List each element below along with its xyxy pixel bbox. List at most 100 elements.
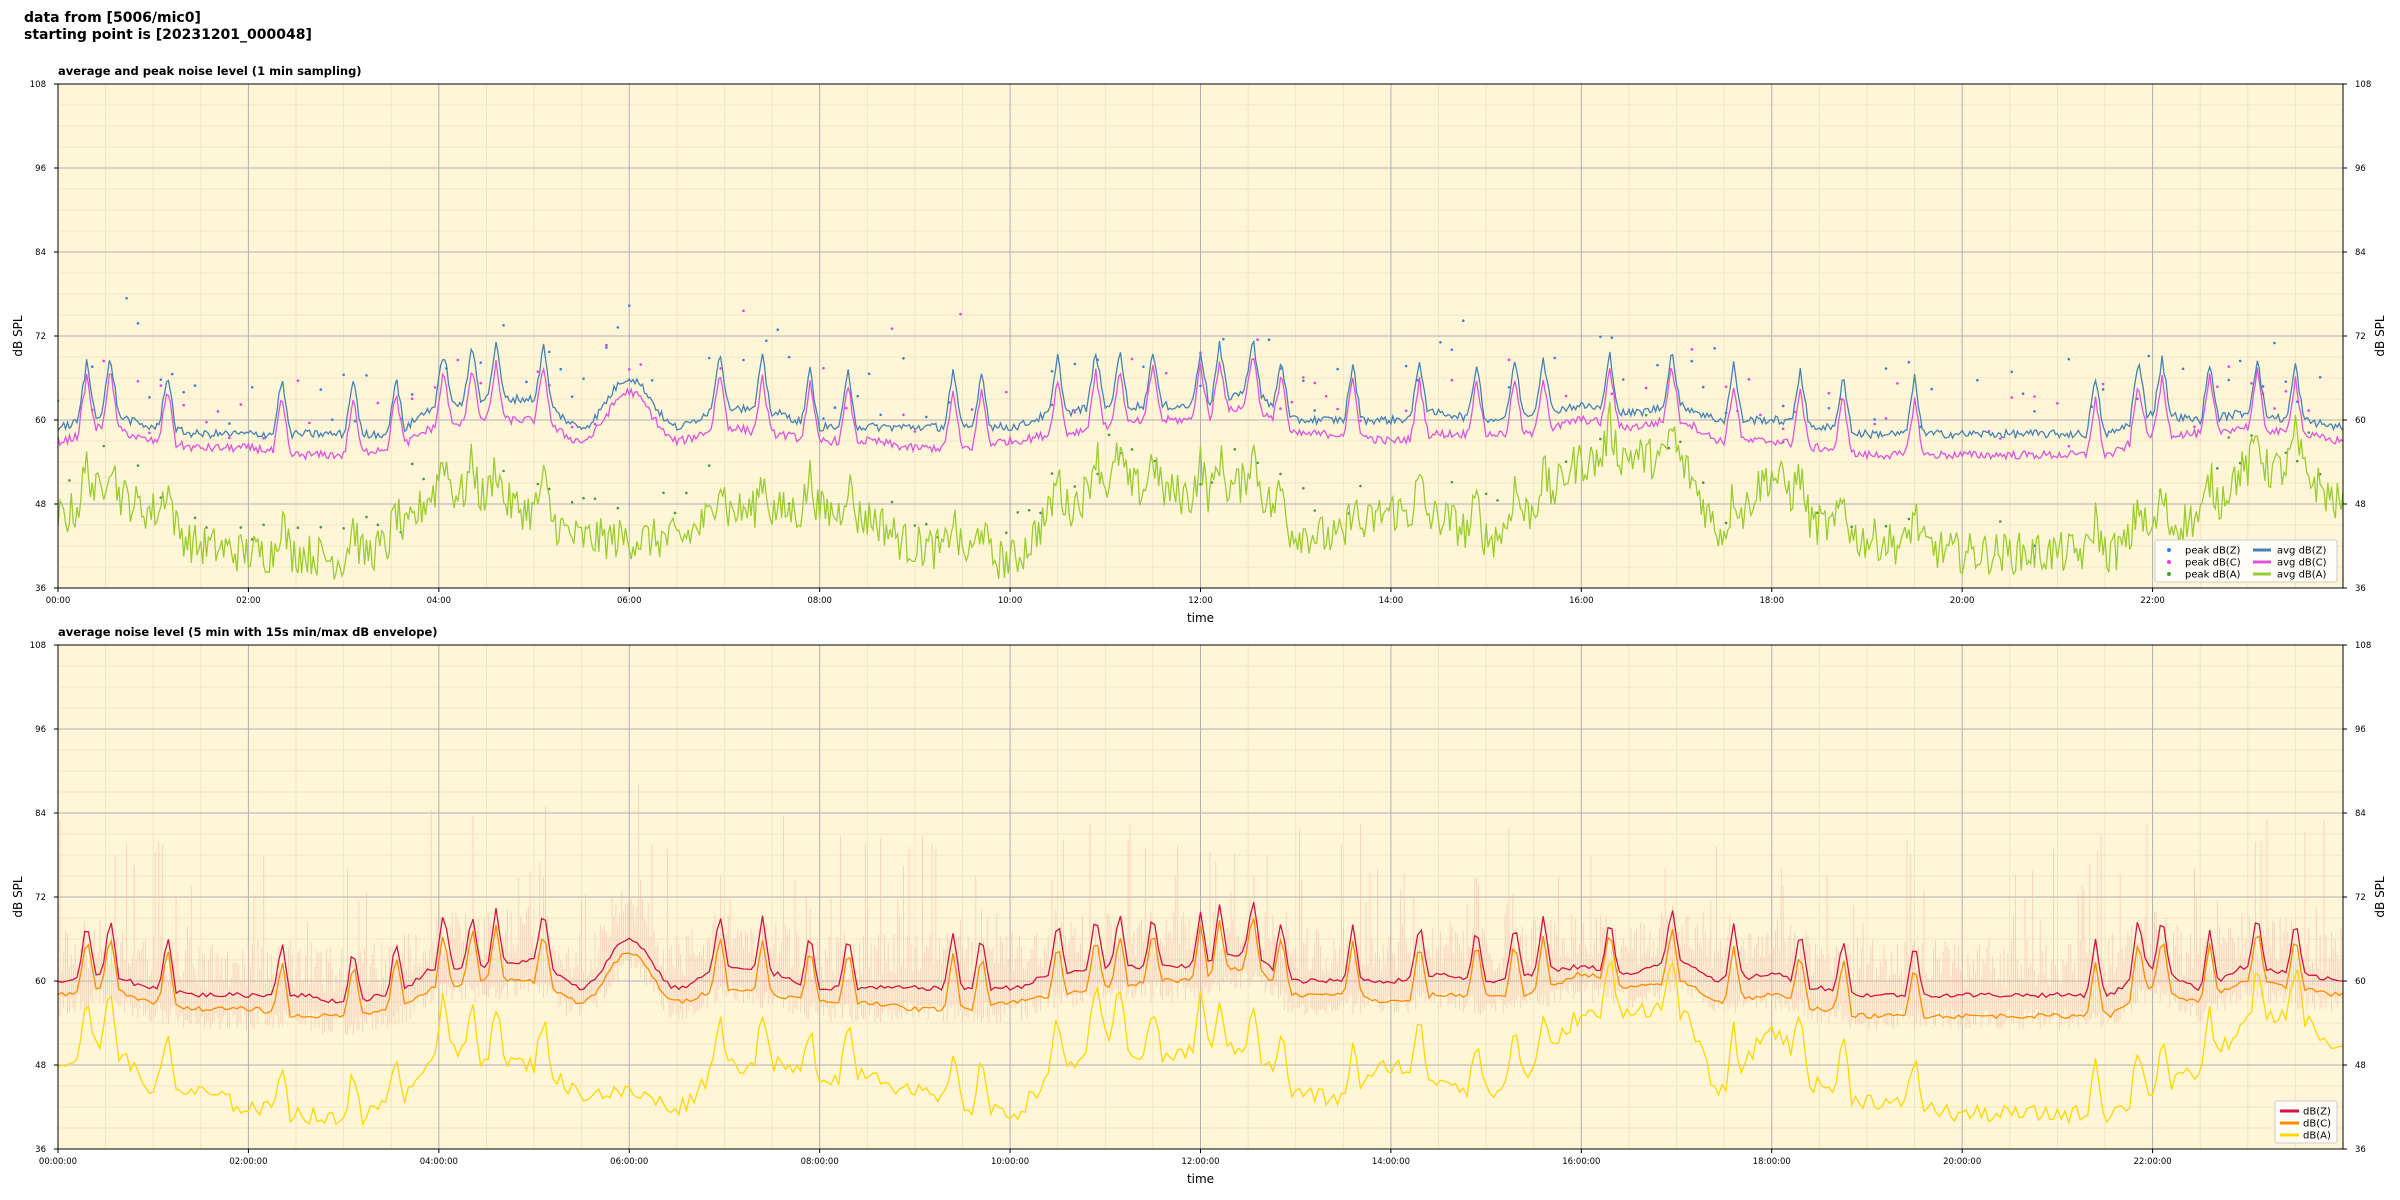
y-tick-label-right: 48: [2355, 500, 2366, 510]
peak-a-point: [1359, 484, 1362, 488]
x-tick-label: 12:00: [1188, 596, 1213, 606]
peak-a-point: [1816, 511, 1819, 515]
peak-z-point: [502, 323, 505, 327]
peak-z-point: [1313, 409, 1317, 412]
peak-c-point: [2216, 385, 2219, 389]
peak-z-point: [1507, 385, 1511, 389]
y-tick-label-right: 96: [2355, 164, 2366, 174]
legend-label: avg dB(C): [2277, 558, 2327, 569]
legend-label: avg dB(A): [2277, 570, 2327, 581]
peak-a-point: [376, 523, 380, 527]
peak-z-point: [159, 378, 163, 381]
peak-z-point: [605, 346, 608, 349]
peak-c-point: [2033, 395, 2036, 398]
peak-z-point: [479, 361, 483, 364]
peak-c-point: [1644, 386, 1648, 390]
peak-c-point: [296, 379, 300, 382]
legend-marker: [2167, 548, 2171, 552]
y-tick-label-left: 96: [35, 164, 46, 174]
x-tick-label: 06:00:00: [610, 1157, 648, 1167]
peak-z-point: [1450, 348, 1454, 351]
peak-c-point: [2284, 389, 2288, 393]
peak-c-point: [1896, 382, 1899, 385]
peak-z-point: [1267, 338, 1271, 342]
peak-c-point: [1404, 409, 1408, 413]
peak-a-point: [593, 497, 597, 501]
header-start-line: starting point is [20231201_000048]: [24, 27, 312, 43]
y-axis-label-right: dB SPL: [2373, 315, 2387, 357]
peak-c-point: [845, 406, 848, 410]
peak-c-point: [410, 397, 414, 401]
peak-z-point: [1610, 336, 1614, 340]
peak-a-point: [2216, 467, 2219, 470]
peak-c-point: [1610, 392, 1614, 396]
peak-c-point: [890, 327, 894, 330]
y-tick-label-right: 108: [2355, 641, 2371, 651]
peak-c-point: [1507, 358, 1511, 362]
peak-a-point: [1039, 511, 1042, 515]
peak-a-point: [1884, 524, 1888, 528]
peak-a-point: [1199, 482, 1202, 486]
peak-z-point: [650, 379, 654, 382]
peak-a-point: [422, 477, 425, 481]
peak-z-point: [330, 418, 334, 421]
peak-z-point: [2238, 359, 2242, 363]
y-tick-label-right: 36: [2355, 584, 2366, 594]
x-tick-label: 16:00: [1569, 596, 1594, 606]
peak-c-point: [536, 370, 540, 374]
peak-z-point: [902, 357, 905, 360]
peak-z-point: [1690, 359, 1694, 363]
peak-c-point: [2010, 396, 2013, 399]
y-tick-label-left: 72: [35, 332, 46, 342]
peak-a-point: [570, 500, 574, 504]
peak-z-point: [1404, 364, 1408, 368]
chart-title: average and peak noise level (1 min samp…: [58, 64, 362, 78]
x-tick-label: 02:00:00: [229, 1157, 267, 1167]
peak-a-point: [319, 525, 323, 529]
series-group: [58, 784, 2343, 1126]
plot-frame: [57, 83, 2344, 589]
peak-z-point: [616, 326, 620, 329]
legend: peak dB(Z)peak dB(C)peak dB(A)avg dB(Z)a…: [2154, 539, 2338, 583]
x-tick-label: 18:00: [1760, 596, 1785, 606]
peak-a-point: [1027, 508, 1031, 512]
peak-z-point: [2284, 380, 2288, 383]
peak-a-point: [205, 526, 208, 529]
peak-c-point: [627, 368, 631, 371]
peak-z-point: [2261, 385, 2265, 388]
peak-a-point: [1107, 433, 1111, 437]
legend-label: peak dB(C): [2185, 558, 2241, 569]
peak-c-point: [433, 386, 437, 389]
peak-z-point: [570, 395, 574, 399]
peak-c-point: [1302, 376, 1305, 379]
peak-a-point: [1667, 446, 1671, 450]
peak-z-point: [925, 415, 928, 419]
peak-z-point: [170, 372, 174, 376]
peak-c-point: [1450, 378, 1454, 382]
peak-c-point: [1004, 390, 1008, 394]
peak-z-point: [193, 384, 197, 387]
peak-c-point: [1073, 410, 1077, 414]
peak-a-point: [262, 523, 265, 527]
peak-z-point: [833, 406, 837, 409]
peak-z-point: [2181, 367, 2185, 371]
peak-c-point: [959, 312, 962, 316]
chart-title: average noise level (5 min with 15s min/…: [58, 625, 438, 639]
peak-c-point: [148, 431, 151, 435]
peak-a-point: [2296, 459, 2299, 463]
peak-z-point: [1302, 379, 1305, 383]
peak-c-point: [2273, 407, 2276, 410]
peak-c-point: [102, 359, 105, 363]
peak-z-point: [856, 394, 860, 398]
x-tick-label: 14:00:00: [1372, 1157, 1410, 1167]
peak-a-point: [136, 464, 140, 467]
peak-c-point: [1747, 378, 1751, 381]
peak-a-point: [1050, 472, 1054, 475]
peak-a-point: [1233, 448, 1237, 451]
peak-a-point: [547, 487, 551, 491]
header-source-line: data from [5006/mic0]: [24, 10, 201, 26]
peak-a-point: [502, 469, 505, 473]
series-line-avgdba: [58, 401, 2343, 580]
peak-z-point: [1439, 340, 1442, 344]
peak-a-point: [536, 482, 540, 486]
